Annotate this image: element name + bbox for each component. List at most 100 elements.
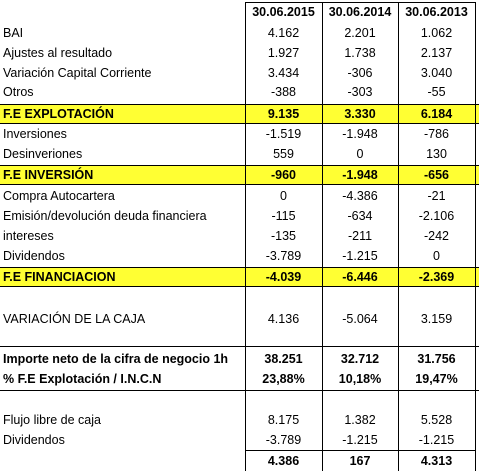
value-2015: 3.434 <box>267 66 300 80</box>
value-2013: 130 <box>426 147 447 161</box>
divider <box>0 390 479 391</box>
table-row: Importe neto de la cifra de negocio 1h 3… <box>0 349 479 369</box>
row-label <box>3 451 241 471</box>
value-2013: 3.040 <box>420 66 453 80</box>
value-2014: -303 <box>347 85 373 99</box>
row-label: Importe neto de la cifra de negocio 1h <box>3 352 229 366</box>
value-2014: 3.330 <box>344 107 376 121</box>
subtotal-row-financiacion: F.E FINANCIACION -4.039 -6.446 -2.369 <box>0 267 479 287</box>
table-row: Compra Autocartera 0 -4.386 -21 <box>0 186 479 206</box>
table-row: Emisión/devolución deuda financiera -115… <box>0 206 479 226</box>
value-2013: 0 <box>433 249 440 263</box>
value-2014: 2.201 <box>344 26 376 40</box>
table-row: Dividendos -3.789 -1.215 0 <box>0 246 479 266</box>
row-label: Ajustes al resultado <box>3 46 113 60</box>
value-2013: -242 <box>423 229 450 243</box>
row-label: Otros <box>3 85 34 99</box>
value-2015: -960 <box>270 168 297 182</box>
value-2013: -1.215 <box>418 433 455 447</box>
row-label: intereses <box>3 229 54 243</box>
row-label: VARIACIÓN DE LA CAJA <box>3 312 146 326</box>
value-2015: -388 <box>270 85 297 99</box>
row-label: Desinveriones <box>3 147 83 161</box>
value-2014: 167 <box>349 454 371 468</box>
value-2014: -211 <box>347 229 373 243</box>
value-2014: -1.215 <box>342 433 378 447</box>
value-2015: 23,88% <box>262 372 305 386</box>
header-2013: 30.06.2013 <box>405 5 468 19</box>
value-2013: 31.756 <box>417 352 456 366</box>
value-2014: -5.064 <box>342 312 378 326</box>
value-2014: 0 <box>356 147 364 161</box>
total-row: 4.386 167 4.313 <box>0 451 479 471</box>
value-2015: 4.136 <box>267 312 300 326</box>
table-row: intereses -135 -211 -242 <box>0 226 479 246</box>
row-label: Variación Capital Corriente <box>3 66 152 80</box>
value-2015: -3.789 <box>265 433 302 447</box>
column-divider <box>245 2 246 471</box>
value-2013: 2.137 <box>420 46 453 60</box>
table-row: Variación Capital Corriente 3.434 -306 3… <box>0 63 479 83</box>
row-label: F.E INVERSIÓN <box>3 168 94 182</box>
value-2014: -6.446 <box>342 270 378 284</box>
value-2013: 1.062 <box>420 26 453 40</box>
table-row: Inversiones -1.519 -1.948 -786 <box>0 124 479 144</box>
value-2014: 10,18% <box>338 372 382 386</box>
divider <box>245 2 476 3</box>
value-2013: 19,47% <box>415 372 458 386</box>
value-2013: -786 <box>423 127 450 141</box>
divider <box>0 346 479 347</box>
column-divider <box>475 2 476 471</box>
row-label: Emisión/devolución deuda financiera <box>3 209 207 223</box>
value-2013: -21 <box>427 189 446 203</box>
value-2015: -1.519 <box>265 127 302 141</box>
value-2014: -634 <box>347 209 373 223</box>
table-row: Ajustes al resultado 1.927 1.738 2.137 <box>0 43 479 63</box>
value-2015: -4.039 <box>265 270 302 284</box>
divider <box>245 450 475 451</box>
value-2014: 1.382 <box>344 413 376 427</box>
subtotal-row-inversion: F.E INVERSIÓN -960 -1.948 -656 <box>0 165 479 185</box>
value-2015: 1.927 <box>267 46 300 60</box>
row-label: BAI <box>3 26 24 40</box>
row-label: Compra Autocartera <box>3 189 115 203</box>
value-2013: -656 <box>423 168 450 182</box>
value-2014: -1.948 <box>342 127 378 141</box>
value-2013: 4.313 <box>420 454 453 468</box>
value-2015: -135 <box>270 229 297 243</box>
value-2015: 8.175 <box>267 413 300 427</box>
row-label: Inversiones <box>3 127 67 141</box>
value-2014: -1.948 <box>342 168 378 182</box>
value-2013: -2.106 <box>418 209 455 223</box>
value-2014: -4.386 <box>342 189 378 203</box>
row-label: Dividendos <box>3 249 65 263</box>
table-row: BAI 4.162 2.201 1.062 <box>0 23 479 43</box>
header-2015: 30.06.2015 <box>252 5 315 19</box>
value-2015: -115 <box>271 209 296 223</box>
value-2014: 1.738 <box>344 46 376 60</box>
table-row: Otros -388 -303 -55 <box>0 82 479 102</box>
subtotal-row-explotacion: F.E EXPLOTACIÓN 9.135 3.330 6.184 <box>0 104 479 124</box>
value-2015: -3.789 <box>265 249 302 263</box>
row-label: F.E FINANCIACION <box>3 270 116 284</box>
value-2013: -2.369 <box>418 270 455 284</box>
table-row: Flujo libre de caja 8.175 1.382 5.528 <box>0 410 479 430</box>
value-2015: 559 <box>273 147 294 161</box>
table-row: Dividendos -3.789 -1.215 -1.215 <box>0 430 479 450</box>
value-2015: 9.135 <box>267 107 300 121</box>
header-2014: 30.06.2014 <box>328 5 392 19</box>
value-2015: 38.251 <box>264 352 303 366</box>
value-2013: -55 <box>427 85 446 99</box>
row-label: % F.E Explotación / I.N.C.N <box>3 372 162 386</box>
row-label: F.E EXPLOTACIÓN <box>3 107 114 121</box>
row-label: Flujo libre de caja <box>3 413 101 427</box>
header-row: 30.06.2015 30.06.2014 30.06.2013 <box>0 2 479 22</box>
value-2014: -306 <box>347 66 373 80</box>
value-2015: 0 <box>280 189 287 203</box>
table-row: Desinveriones 559 0 130 <box>0 144 479 164</box>
value-2015: 4.386 <box>267 454 300 468</box>
column-divider <box>398 2 399 471</box>
row-label: Dividendos <box>3 433 65 447</box>
table-row: VARIACIÓN DE LA CAJA 4.136 -5.064 3.159 <box>0 309 479 329</box>
